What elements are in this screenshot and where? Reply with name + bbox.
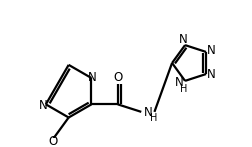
Text: N: N <box>88 71 97 84</box>
Text: N: N <box>206 69 215 81</box>
Text: N: N <box>175 76 184 89</box>
Text: O: O <box>48 135 57 147</box>
Text: N: N <box>206 45 215 57</box>
Text: H: H <box>180 84 188 94</box>
Text: N: N <box>144 106 153 119</box>
Text: N: N <box>179 33 187 46</box>
Text: N: N <box>39 99 47 112</box>
Text: O: O <box>113 71 122 84</box>
Text: H: H <box>150 113 157 123</box>
